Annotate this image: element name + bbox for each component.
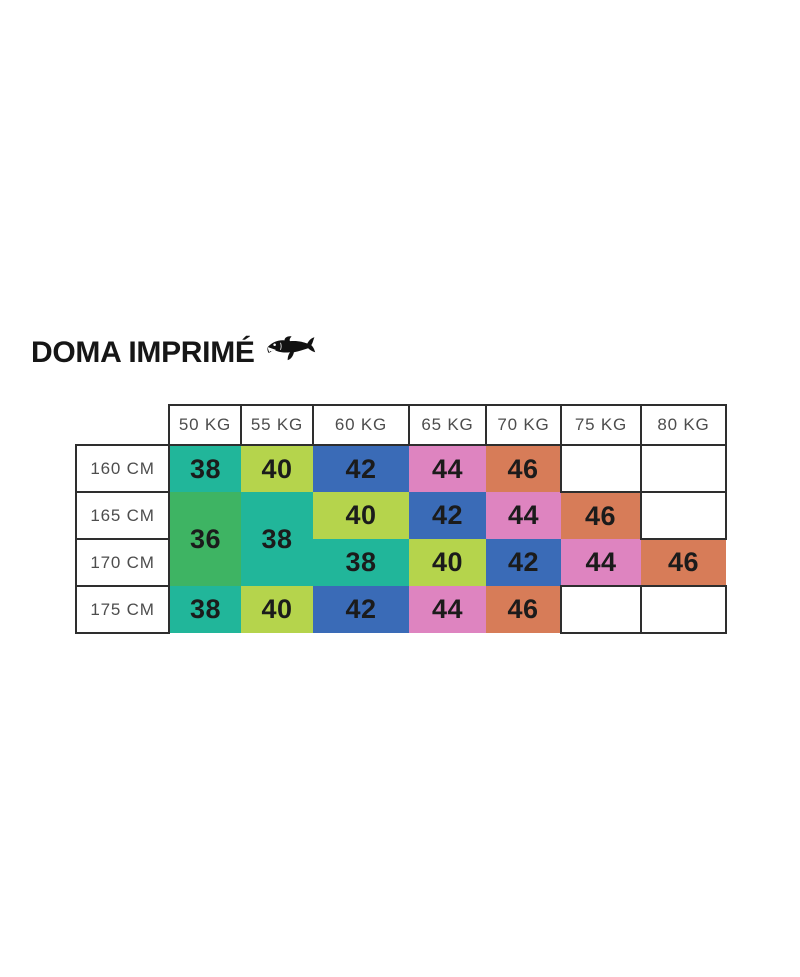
size-chart-body: 160 CM 38 40 42 44 46 165 CM 36 38 40 42 44 46 170 CM… (75, 444, 727, 634)
size-cell: 40 (241, 586, 313, 633)
corner-cell (76, 405, 169, 445)
height-header: 160 CM (75, 444, 170, 493)
empty-cell (640, 585, 727, 634)
size-cell: 42 (313, 586, 409, 633)
size-cell: 36 (169, 492, 241, 586)
size-cell: 38 (169, 445, 241, 492)
empty-cell (640, 491, 727, 540)
weight-header-row: 50 KG 55 KG 60 KG 65 KG 70 KG 75 KG 80 KG (76, 404, 727, 446)
size-cell: 46 (561, 492, 641, 539)
size-cell: 44 (561, 539, 641, 586)
height-header: 175 CM (75, 585, 170, 634)
height-header: 165 CM (75, 491, 170, 540)
size-cell: 46 (641, 539, 726, 586)
empty-cell (560, 585, 642, 634)
size-cell: 40 (409, 539, 486, 586)
table-row: 160 CM 38 40 42 44 46 (75, 444, 727, 493)
size-cell: 42 (313, 445, 409, 492)
product-title: DOMA IMPRIMÉ (31, 336, 255, 369)
table-row: 170 CM 38 40 42 44 46 (75, 538, 726, 587)
weight-header: 80 KG (640, 404, 727, 446)
table-row: 175 CM 38 40 42 44 46 (75, 585, 727, 634)
size-cell: 44 (486, 492, 561, 539)
weight-header: 60 KG (312, 404, 410, 446)
size-chart-table: 50 KG 55 KG 60 KG 65 KG 70 KG 75 KG 80 KG 160 … (75, 404, 727, 634)
weight-header: 75 KG (560, 404, 642, 446)
size-cell: 38 (241, 492, 313, 586)
product-title-row: DOMA IMPRIMÉ (31, 333, 316, 373)
weight-header: 65 KG (408, 404, 487, 446)
size-cell: 44 (409, 586, 486, 633)
size-cell: 38 (313, 539, 409, 586)
size-cell: 40 (313, 492, 409, 539)
size-cell: 46 (486, 586, 561, 633)
weight-header: 55 KG (240, 404, 314, 446)
size-cell: 42 (409, 492, 486, 539)
empty-cell (560, 444, 642, 493)
empty-cell (640, 444, 727, 493)
height-header: 170 CM (75, 538, 170, 587)
size-cell: 40 (241, 445, 313, 492)
size-cell: 42 (486, 539, 561, 586)
table-row: 165 CM 36 38 40 42 44 46 (75, 491, 727, 586)
weight-header: 50 KG (168, 404, 242, 446)
size-cell: 38 (169, 586, 241, 633)
size-cell: 44 (409, 445, 486, 492)
weight-header: 70 KG (485, 404, 562, 446)
size-cell: 46 (486, 445, 561, 492)
shark-icon (267, 336, 315, 361)
